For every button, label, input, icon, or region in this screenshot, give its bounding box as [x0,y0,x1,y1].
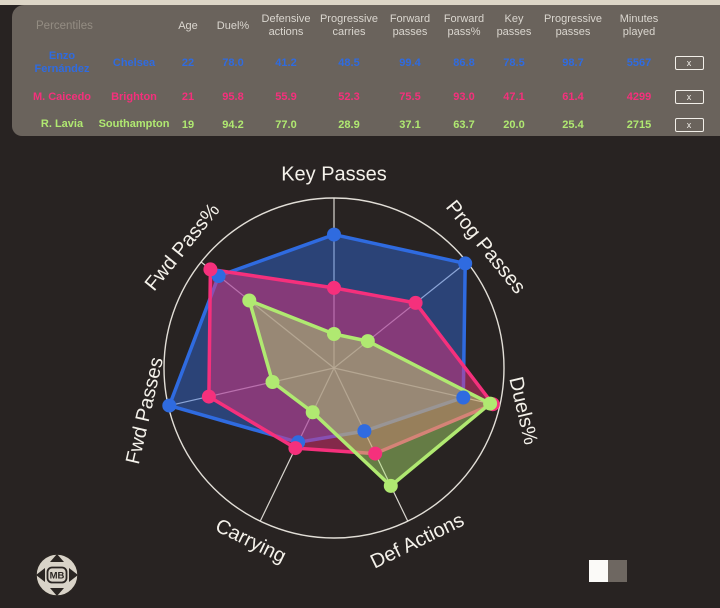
remove-player-cell: x [670,113,708,136]
stat-value: 37.1 [399,118,421,131]
column-header: Defensive actions [261,13,311,38]
player-team: Southampton [98,118,170,131]
remove-player-button[interactable]: x [674,56,704,70]
mb-logo-text: MB [50,571,65,582]
stat-value: 21 [181,91,195,103]
radar-point [456,390,471,405]
stat-value: 75.5 [399,91,421,103]
radar-point [327,327,341,341]
stat-value: 93.0 [453,91,475,103]
radar-spoke [333,367,409,522]
column-header: Progressive passes [543,13,603,38]
radar-spoke [333,367,500,407]
stat-value: 99.4 [399,57,421,69]
player-name: R. Lavia [40,118,84,131]
stat-value: 98.7 [562,57,584,69]
mb-logo-wedge-top [50,554,64,562]
radar-point [327,280,341,295]
remove-player-cell: x [670,81,708,113]
mb-logo-wedge-left [36,568,45,582]
stat-value: 48.5 [338,57,360,69]
player-team: Chelsea [112,56,156,69]
stat-value: 86.8 [453,57,475,69]
radar-axis-label: Key Passes [281,163,387,185]
page-indicator[interactable] [589,560,627,582]
stat-value: 63.7 [453,118,475,131]
radar-point [201,389,216,404]
player-name: Enzo Fernández [34,50,90,75]
stat-value: 4299 [626,91,652,103]
column-header: Duel% [216,19,250,32]
radar-point [483,396,498,411]
radar-series-polygon [207,267,495,456]
radar-point [288,441,303,456]
radar-outer-ring [163,197,505,539]
radar-axis-label: Carrying [212,515,290,568]
percentiles-table: Percentiles Age Duel% Defensive actions Prog… [12,5,720,136]
stat-value: 78.0 [222,57,244,69]
radar-point [383,478,398,493]
radar-point [162,398,177,413]
radar-point [357,424,372,439]
stat-value: 20.0 [503,118,525,131]
radar-point [368,446,383,461]
stat-value: 19 [181,118,195,131]
column-header: Progressive carries [319,13,379,38]
stat-value: 22 [181,57,195,69]
top-edge-strip [0,0,720,5]
radar-point [408,295,423,310]
column-header: Key passes [496,13,532,38]
mb-logo-wedge-bottom [50,588,64,596]
radar-point [305,405,320,420]
column-header: Forward passes [389,13,431,38]
column-header: Forward pass% [443,13,485,38]
stat-value: 55.9 [275,91,297,103]
radar-point [360,334,375,349]
column-header: Minutes played [619,13,659,38]
radar-point [242,293,257,308]
radar-axis-label: Def Actions [367,509,468,573]
stat-value: 77.0 [275,118,297,131]
page-square-active[interactable] [589,560,608,582]
radar-point [203,262,218,277]
stat-value: 78.5 [503,57,525,69]
radar-point [458,256,473,271]
stat-value: 52.3 [338,91,360,103]
player-team: Brighton [111,90,157,103]
radar-spoke [168,367,335,407]
stat-value: 25.4 [562,118,584,131]
radar-point [265,375,280,389]
radar-axis-label: Duels% [504,375,541,447]
remove-player-cell: x [670,45,708,81]
mb-logo-badge [46,566,68,584]
radar-point [327,227,341,242]
stat-value: 47.1 [503,91,525,103]
stat-value: 94.2 [222,118,244,131]
mb-logo-wedge-right [69,568,78,582]
column-header-spacer [670,7,708,45]
column-header: Age [178,19,198,32]
player-name: M. Caicedo [32,90,92,103]
percentiles-table-panel: Percentiles Age Duel% Defensive actions Prog… [12,5,720,136]
stat-value: 41.2 [275,57,297,69]
page-square-inactive[interactable] [608,560,627,582]
table-corner-label: Percentiles [36,20,93,32]
radar-spoke [333,261,468,369]
radar-axis-label: Fwd Passes [122,355,168,466]
mb-logo: MB [35,553,79,597]
stat-value: 5567 [626,57,652,69]
stat-value: 28.9 [338,118,360,131]
stat-value: 61.4 [562,91,584,103]
stat-value: 2715 [626,118,652,131]
stat-value: 95.8 [222,91,244,103]
remove-player-button[interactable]: x [674,90,704,104]
radar-series-polygon [247,298,492,488]
remove-player-button[interactable]: x [674,117,704,132]
